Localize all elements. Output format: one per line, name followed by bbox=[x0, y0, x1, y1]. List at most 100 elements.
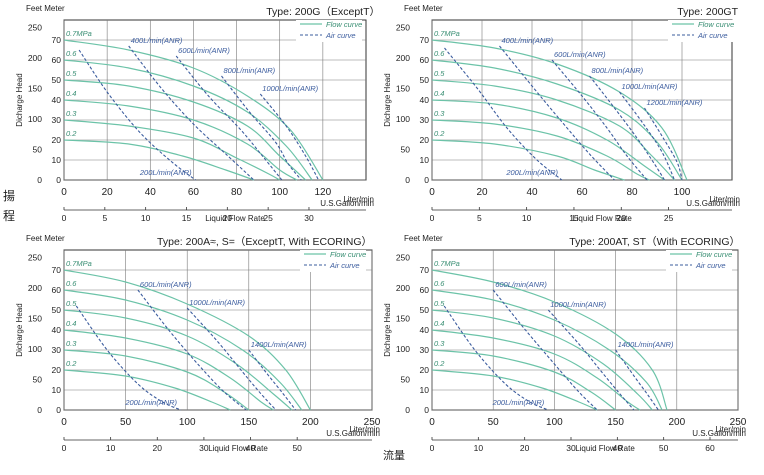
gallon-tick-label: 25 bbox=[263, 213, 273, 223]
x-tick-label: 250 bbox=[364, 417, 381, 428]
pressure-label: 0.3 bbox=[66, 109, 77, 118]
gallon-tick-label: 20 bbox=[153, 443, 163, 453]
air-curve-label: 1000L/min(ANR) bbox=[550, 300, 606, 309]
flow-curve-1 bbox=[431, 39, 688, 181]
gallon-tick-label: 30 bbox=[199, 443, 209, 453]
legend-flow-label: Flow curve bbox=[696, 250, 732, 259]
feet-tick-label: 200 bbox=[396, 53, 410, 63]
x-tick-label: 20 bbox=[476, 187, 488, 198]
air-curve-label: 1000L/min(ANR) bbox=[622, 82, 678, 91]
feet-tick-label: 200 bbox=[396, 283, 410, 293]
meter-tick-label: 30 bbox=[420, 115, 430, 125]
legend-air-label: Air curve bbox=[695, 261, 726, 270]
flow-curve-6 bbox=[431, 139, 625, 181]
flow-curve-3 bbox=[63, 309, 293, 411]
x-tick-label: 0 bbox=[429, 417, 435, 428]
flow-curve-2 bbox=[63, 59, 313, 181]
air-curve-4 bbox=[589, 75, 665, 181]
meter-tick-label: 50 bbox=[52, 305, 62, 315]
flow-curve-1 bbox=[63, 269, 311, 411]
feet-tick-label: 250 bbox=[28, 23, 42, 33]
feet-tick-label: 150 bbox=[396, 314, 410, 324]
gallon-tick-label: 0 bbox=[430, 443, 435, 453]
gallon-tick-label: 0 bbox=[62, 213, 67, 223]
air-curve-1 bbox=[78, 49, 196, 181]
x-tick-label: 100 bbox=[271, 187, 288, 198]
meter-tick-label: 70 bbox=[52, 35, 62, 45]
flow-curve-1 bbox=[431, 269, 668, 411]
meter-tick-label: 10 bbox=[420, 385, 430, 395]
x-tick-label: 40 bbox=[526, 187, 538, 198]
gallon-tick-label: 30 bbox=[566, 443, 576, 453]
air-curve-label: 1400L/min(ANR) bbox=[251, 340, 307, 349]
air-curve-3 bbox=[547, 309, 635, 411]
feet-tick-label: 150 bbox=[28, 314, 42, 324]
meter-tick-label: 50 bbox=[420, 75, 430, 85]
feet-tick-label: 100 bbox=[396, 114, 410, 124]
meter-tick-label: 60 bbox=[420, 55, 430, 65]
meter-tick-label: 10 bbox=[52, 155, 62, 165]
meter-tick-label: 20 bbox=[420, 365, 430, 375]
air-curve-4 bbox=[248, 349, 297, 411]
feet-tick-label: 100 bbox=[396, 344, 410, 354]
feet-tick-label: 250 bbox=[28, 253, 42, 263]
y-unit-label: Feet Meter bbox=[404, 234, 443, 243]
air-curve-label: 200L/min(ANR) bbox=[505, 168, 558, 177]
gallon-tick-label: 50 bbox=[292, 443, 302, 453]
legend-background bbox=[666, 250, 732, 272]
gallon-tick-label: 10 bbox=[106, 443, 116, 453]
meter-tick-label: 40 bbox=[52, 325, 62, 335]
flow-curve-6 bbox=[63, 369, 231, 411]
feet-tick-label: 100 bbox=[28, 344, 42, 354]
meter-tick-label: 0 bbox=[424, 405, 429, 415]
flow-curve-4 bbox=[63, 99, 298, 181]
air-curve-label: 600L/min(ANR) bbox=[178, 46, 230, 55]
legend-background bbox=[296, 20, 362, 42]
legend-flow-label: Flow curve bbox=[698, 20, 734, 29]
meter-tick-label: 30 bbox=[52, 345, 62, 355]
feet-tick-label: 0 bbox=[405, 405, 410, 415]
meter-tick-label: 10 bbox=[52, 385, 62, 395]
feet-tick-label: 50 bbox=[33, 145, 43, 155]
x-tick-label: 120 bbox=[315, 187, 332, 198]
x-tick-label: 20 bbox=[102, 187, 114, 198]
gallon-tick-label: 60 bbox=[705, 443, 715, 453]
gallon-tick-label: 20 bbox=[223, 213, 233, 223]
chart-legend: Flow curve Air curve bbox=[300, 250, 366, 272]
air-curve-label: 400L/min(ANR) bbox=[502, 36, 554, 45]
legend-air-label: Air curve bbox=[329, 261, 360, 270]
y-unit-label: Feet Meter bbox=[26, 234, 65, 243]
x-tick-label: 150 bbox=[240, 417, 257, 428]
air-curve-label: 200L/min(ANR) bbox=[139, 168, 192, 177]
legend-air-label: Air curve bbox=[697, 31, 728, 40]
y-unit-label: Feet Meter bbox=[404, 4, 443, 13]
air-curve-3 bbox=[175, 55, 283, 181]
legend-flow-label: Flow curve bbox=[330, 250, 366, 259]
air-curve-5 bbox=[259, 93, 319, 181]
meter-tick-label: 40 bbox=[420, 325, 430, 335]
gallon-tick-label: 30 bbox=[304, 213, 314, 223]
head-side-label: 揚程 bbox=[3, 189, 15, 223]
chart-title: Type: 200AT, ST（With ECORING） bbox=[569, 236, 740, 248]
air-curve-2 bbox=[499, 45, 615, 181]
feet-tick-label: 100 bbox=[28, 114, 42, 124]
y-axis-label: Dicharge Head bbox=[15, 303, 24, 356]
air-curve-1 bbox=[444, 47, 563, 181]
air-curve-4 bbox=[615, 349, 659, 411]
flow-curve-2 bbox=[431, 289, 663, 411]
pressure-label: 0.7MPa bbox=[434, 259, 460, 268]
meter-tick-label: 20 bbox=[420, 135, 430, 145]
x-tick-label: 50 bbox=[488, 417, 500, 428]
y-axis-label: Dicharge Head bbox=[383, 73, 392, 126]
pressure-label: 0.6 bbox=[66, 279, 77, 288]
meter-tick-label: 0 bbox=[424, 175, 429, 185]
air-curve-label: 1000L/min(ANR) bbox=[189, 298, 245, 307]
meter-tick-label: 50 bbox=[420, 305, 430, 315]
flow-curve-5 bbox=[63, 349, 250, 411]
meter-tick-label: 60 bbox=[420, 285, 430, 295]
x-tick-label: 0 bbox=[61, 187, 67, 198]
legend-air-label: Air curve bbox=[325, 31, 356, 40]
